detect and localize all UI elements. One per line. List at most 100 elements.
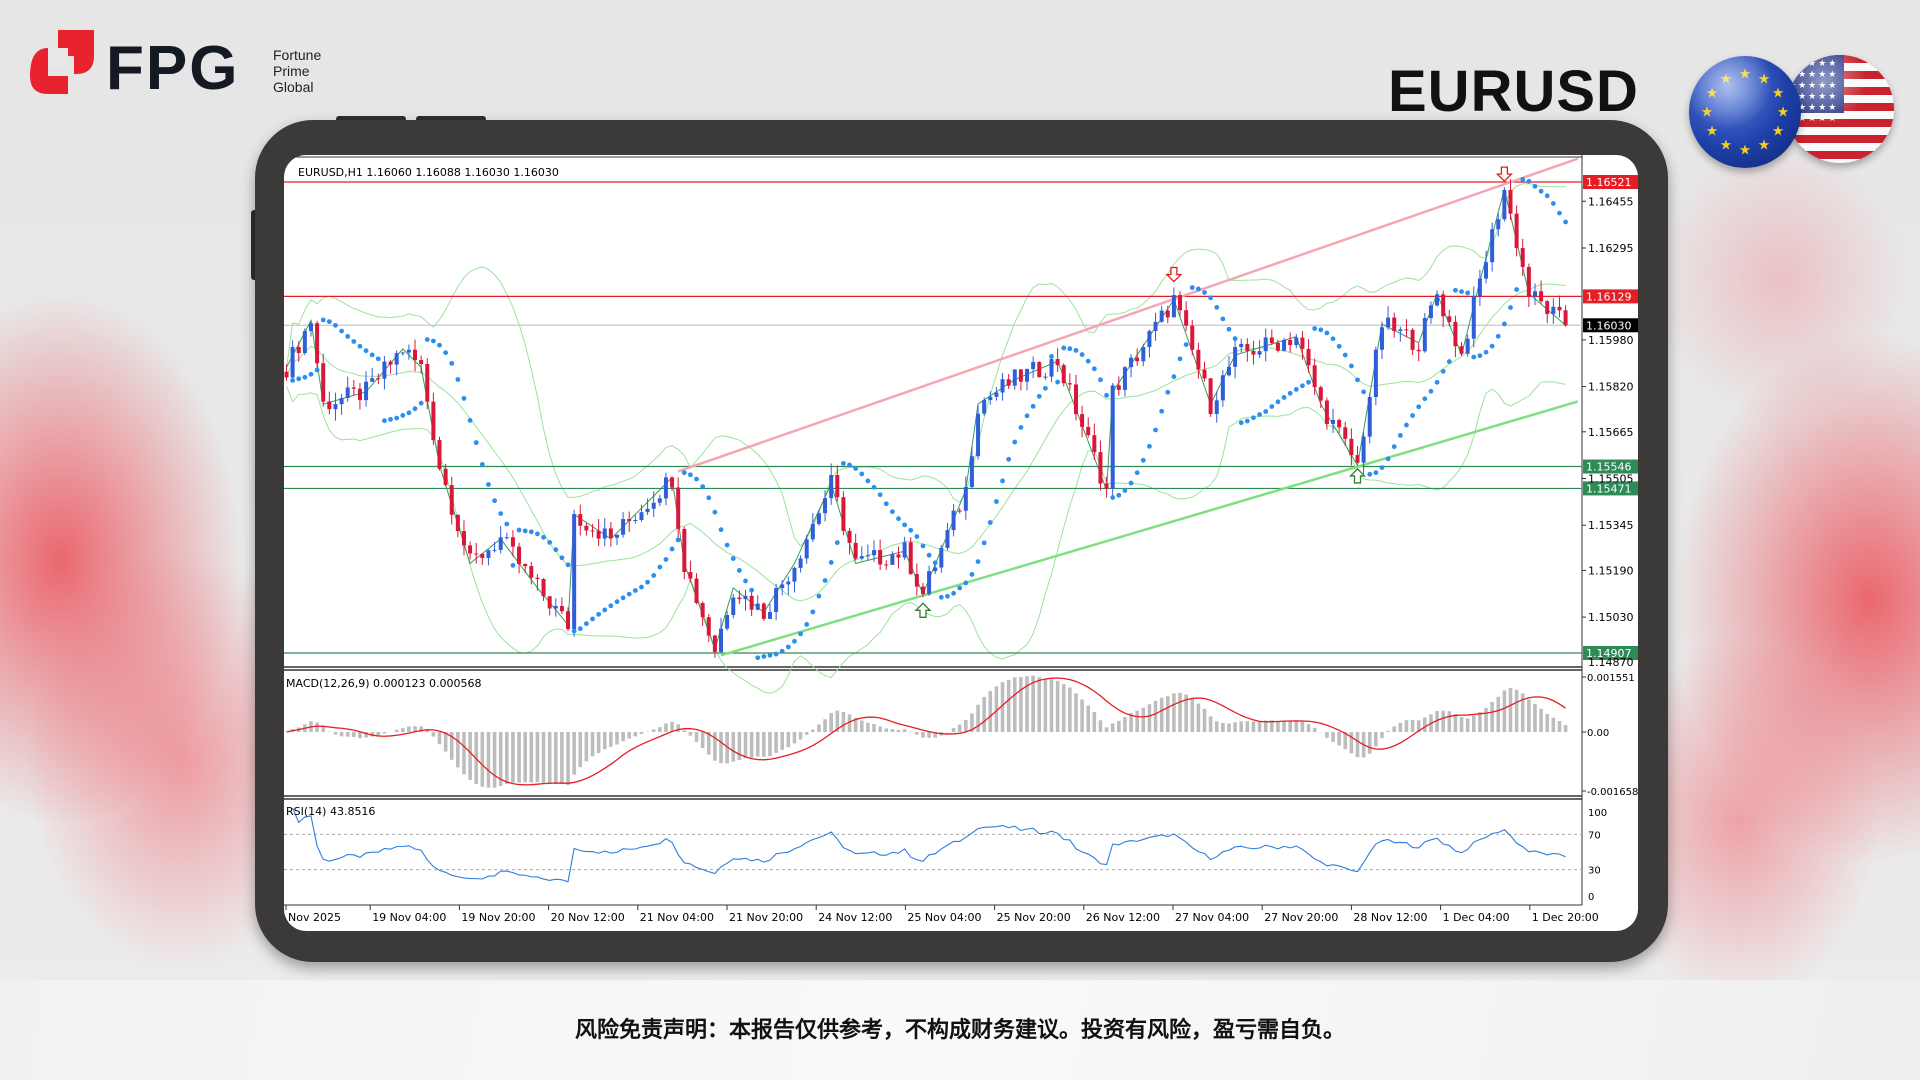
sar-dot <box>1342 352 1348 358</box>
candle-body <box>602 528 607 539</box>
sar-dot <box>1312 326 1318 331</box>
macd-histogram-bar <box>964 719 968 732</box>
macd-histogram-bar <box>725 732 729 764</box>
sar-dot <box>1153 427 1158 433</box>
zigzag-line <box>286 189 1566 651</box>
macd-histogram-bar <box>547 732 552 785</box>
sar-dot <box>945 593 950 599</box>
candle-body <box>413 349 418 361</box>
macd-histogram-bar <box>786 732 791 748</box>
sar-dot <box>669 546 675 552</box>
macd-histogram-bar <box>1147 704 1152 732</box>
macd-histogram-bar <box>1190 698 1195 732</box>
candle-body <box>357 388 362 401</box>
sar-dot <box>1355 377 1360 383</box>
macd-histogram-bar <box>1214 721 1219 732</box>
sar-dot <box>1208 295 1214 301</box>
candle-body <box>1129 357 1134 368</box>
time-tick-label: 1 Dec 04:00 <box>1443 911 1510 924</box>
price-tag <box>1583 289 1638 304</box>
sar-dot <box>363 348 369 354</box>
macd-histogram-bar <box>1037 677 1042 732</box>
candle-body <box>663 477 668 499</box>
macd-histogram-bar <box>970 713 974 732</box>
candle-body <box>315 323 320 364</box>
sar-dot <box>1079 352 1085 357</box>
macd-histogram-bar <box>1508 688 1513 732</box>
macd-histogram-bar <box>1239 721 1244 732</box>
sar-dot <box>486 482 491 487</box>
sar-dot <box>645 579 650 585</box>
macd-histogram-bar <box>994 686 999 732</box>
time-tick-label: 1 Dec 20:00 <box>1532 911 1599 924</box>
sar-dot <box>1012 439 1018 445</box>
sar-dot <box>688 472 693 478</box>
chart-symbol-header: EURUSD,H1 1.16060 1.16088 1.16030 1.1603… <box>298 166 559 179</box>
sar-dot <box>614 599 620 605</box>
sar-dot <box>639 584 644 590</box>
time-tick-label: 25 Nov 04:00 <box>907 911 981 924</box>
fpg-logo-mark-icon <box>30 30 94 94</box>
macd-histogram-bar <box>976 704 980 732</box>
candle-body <box>688 572 693 579</box>
candle-body <box>1165 310 1170 318</box>
sar-dot <box>443 350 449 356</box>
candle-body <box>847 530 852 543</box>
candle-body <box>1551 306 1556 315</box>
macd-histogram-bar <box>462 732 466 775</box>
sar-dot <box>1477 353 1483 359</box>
macd-histogram-bar <box>627 732 632 739</box>
rsi-tick-label: 0 <box>1588 892 1594 903</box>
sar-dot <box>1244 418 1250 424</box>
rsi-tick-label: 100 <box>1588 808 1607 819</box>
sar-dot <box>761 654 767 659</box>
candle-body <box>927 571 932 595</box>
sar-dot <box>1104 392 1109 398</box>
macd-histogram-bar <box>664 723 668 732</box>
candle-body <box>1092 435 1097 453</box>
fractal-up-arrow-icon <box>914 602 932 618</box>
sar-dot <box>785 644 791 650</box>
macd-histogram-bar <box>829 713 833 732</box>
candle-body <box>302 331 307 354</box>
sar-dot <box>1526 178 1532 184</box>
macd-histogram-bar <box>982 697 986 732</box>
sar-dot <box>1440 368 1446 374</box>
sar-dot <box>1385 456 1391 462</box>
macd-histogram-bar <box>370 732 374 737</box>
price-tick-label: 1.15345 <box>1588 519 1634 532</box>
macd-histogram-bar <box>872 724 876 732</box>
time-tick-label: 26 Nov 12:00 <box>1086 911 1160 924</box>
sar-dot <box>1067 346 1073 352</box>
macd-histogram-bar <box>706 732 711 755</box>
macd-histogram-bar <box>572 732 576 775</box>
macd-histogram-bar <box>1410 720 1415 732</box>
sar-dot <box>1471 354 1477 360</box>
candle-body <box>957 510 962 512</box>
price-chart[interactable]: 1.16521 1.16129 1.16030 1.15546 1.15471 1.149… <box>284 155 1638 931</box>
sar-dot <box>369 352 375 358</box>
sar-dot <box>963 580 969 586</box>
macd-histogram-bar <box>713 732 717 761</box>
sar-dot <box>1544 193 1550 199</box>
sar-dot <box>1098 377 1103 383</box>
candle-body <box>1508 189 1513 214</box>
candle-body <box>535 577 540 580</box>
sar-dot <box>1269 404 1275 409</box>
candle-body <box>1159 310 1164 322</box>
sar-dot <box>1238 420 1244 426</box>
candle-body <box>780 584 785 589</box>
candle-body <box>1367 397 1372 437</box>
macd-histogram-bar <box>1043 678 1048 732</box>
macd-histogram-bar <box>1441 710 1445 732</box>
candle-body <box>792 567 797 582</box>
candle-body <box>284 371 289 378</box>
macd-histogram-bar <box>1208 716 1213 732</box>
candle-body <box>1349 438 1354 456</box>
sar-dot <box>290 378 296 383</box>
sar-dot <box>981 540 987 546</box>
macd-histogram-bar <box>621 732 625 742</box>
eu-star-icon: ★ <box>1738 141 1752 158</box>
candle-body <box>853 542 858 559</box>
macd-histogram-bar <box>596 732 601 753</box>
